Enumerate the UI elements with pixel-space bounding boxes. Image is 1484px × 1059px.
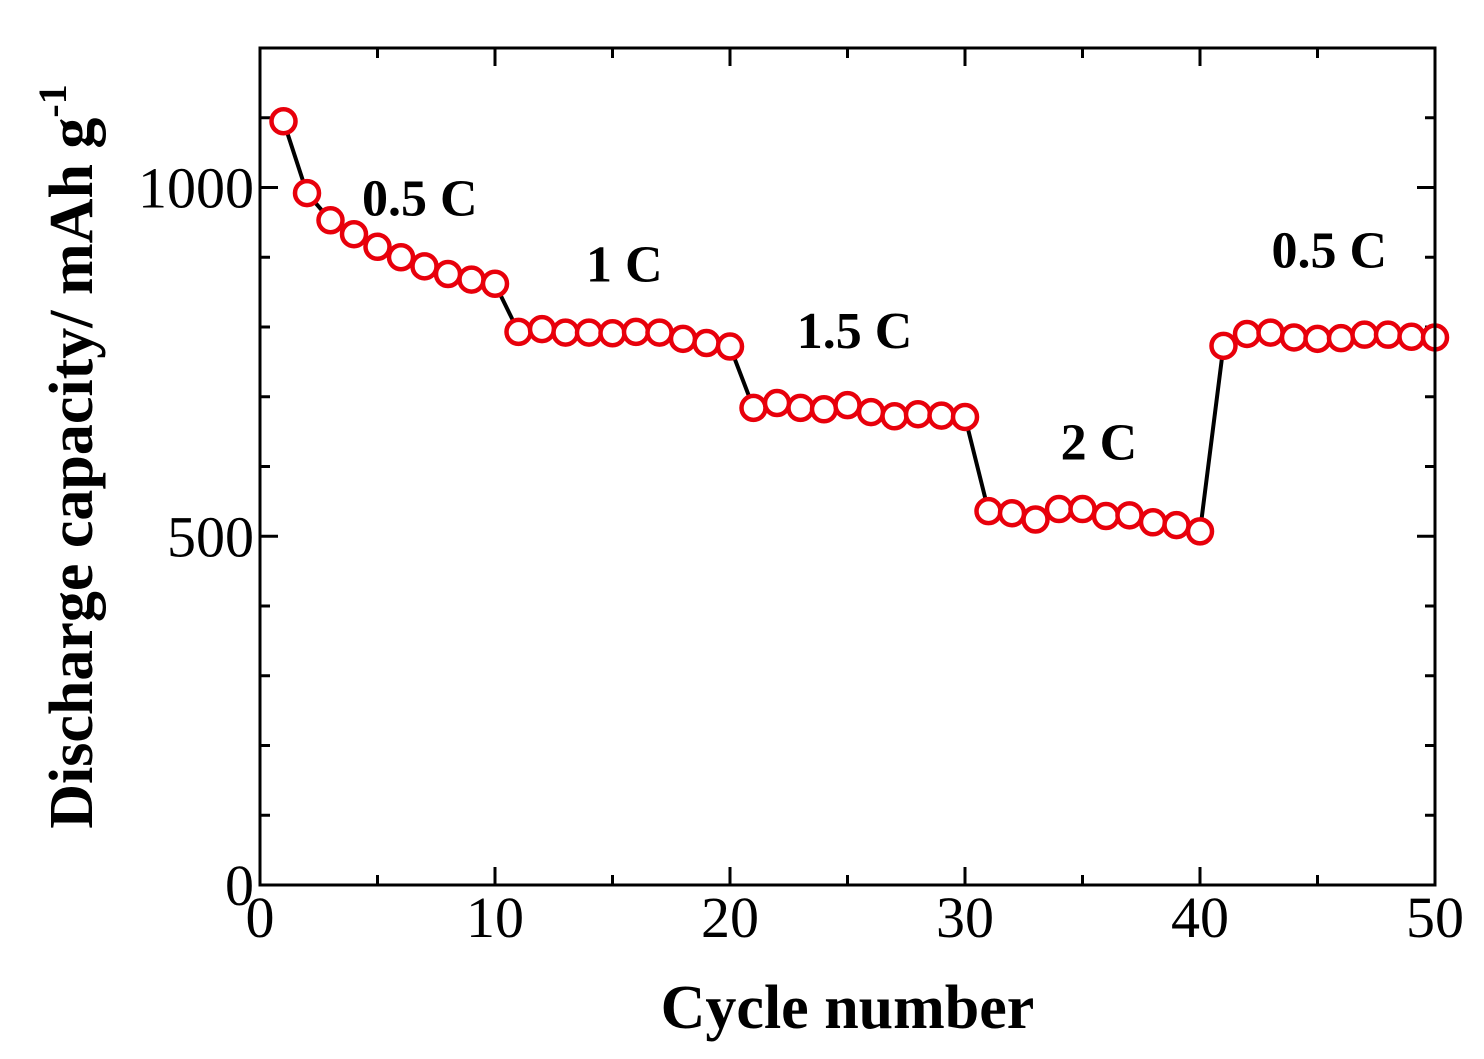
- y-axis-title-main: Discharge capacity/ mAh g: [38, 118, 106, 829]
- data-point: [762, 388, 792, 418]
- rate-annotation: 0.5 C: [362, 170, 478, 227]
- data-point: [621, 317, 651, 347]
- x-tick-label: 40: [1171, 885, 1229, 950]
- data-point: [809, 395, 839, 424]
- data-point: [692, 328, 721, 358]
- data-point: [715, 332, 745, 361]
- rate-annotation: 0.5 C: [1271, 223, 1387, 280]
- data-point: [739, 393, 768, 423]
- data-point: [1115, 501, 1144, 530]
- data-point: [833, 390, 862, 420]
- data-point: [1162, 510, 1191, 540]
- data-point: [856, 397, 886, 427]
- data-point: [504, 317, 533, 347]
- y-axis-title: Discharge capacity/ mAh g-1: [30, 84, 106, 829]
- data-point: [386, 243, 416, 272]
- data-point: [574, 318, 604, 347]
- y-axis-title-superscript: -1: [30, 84, 75, 117]
- data-point: [551, 318, 580, 347]
- data-point: [1350, 320, 1379, 349]
- data-point: [997, 498, 1027, 528]
- data-point: [1232, 319, 1262, 349]
- data-point: [1397, 322, 1426, 352]
- data-point: [480, 269, 510, 299]
- series-points: [269, 106, 1450, 546]
- data-point: [410, 252, 439, 281]
- data-point: [1068, 494, 1097, 524]
- x-axis-title: Cycle number: [661, 974, 1035, 1042]
- data-point: [1185, 517, 1215, 546]
- data-point: [786, 393, 815, 423]
- data-point: [1326, 323, 1356, 353]
- rate-annotation: 2 C: [1061, 415, 1138, 472]
- rate-annotation: 1 C: [586, 237, 663, 294]
- x-tick-label: 50: [1406, 885, 1464, 950]
- data-point: [668, 324, 698, 354]
- data-point: [1209, 331, 1238, 361]
- y-tick-label: 0: [225, 853, 254, 918]
- rate-annotation: 1.5 C: [797, 303, 913, 360]
- data-point: [950, 402, 980, 432]
- data-point: [645, 318, 674, 347]
- x-tick-label: 0: [246, 885, 275, 950]
- x-tick-label: 30: [936, 885, 994, 950]
- data-point: [1256, 318, 1285, 347]
- data-point: [527, 314, 557, 344]
- data-point: [1091, 501, 1121, 531]
- x-tick-label: 20: [701, 885, 759, 950]
- plot-frame: [258, 46, 1437, 887]
- data-point: [1373, 320, 1403, 349]
- y-tick-label: 1000: [138, 156, 254, 221]
- data-point: [1044, 494, 1074, 524]
- data-point: [269, 106, 298, 136]
- data-point: [316, 206, 345, 235]
- data-point: [974, 496, 1003, 526]
- data-point: [1138, 508, 1168, 537]
- y-tick-label: 500: [167, 504, 254, 569]
- data-point: [927, 401, 956, 430]
- data-point: [903, 399, 933, 429]
- x-tick-label: 10: [466, 885, 524, 950]
- data-point: [1279, 323, 1309, 352]
- data-point: [339, 219, 369, 249]
- annotations: 0.5 C 1 C 1.5 C 2 C 0.5 C: [362, 170, 1387, 471]
- data-point: [457, 265, 486, 294]
- data-point: [292, 178, 322, 208]
- data-point: [1021, 505, 1050, 534]
- data-point: [880, 402, 909, 431]
- data-point: [1303, 324, 1332, 354]
- data-point: [363, 232, 392, 262]
- data-point: [598, 319, 627, 348]
- data-point: [433, 259, 463, 289]
